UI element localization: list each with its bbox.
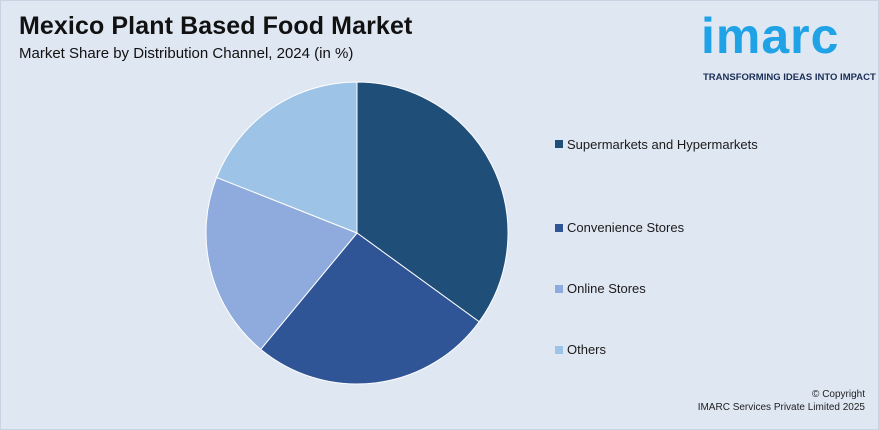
legend-item-others: Others bbox=[555, 319, 758, 380]
logo-tagline: TRANSFORMING IDEAS INTO IMPACT bbox=[703, 72, 876, 83]
legend-swatch bbox=[555, 140, 563, 148]
pie-slice-online-stores bbox=[205, 176, 358, 351]
pie-slice-convenience-stores bbox=[260, 232, 480, 385]
copyright-company: IMARC Services Private Limited 2025 bbox=[697, 402, 865, 413]
legend-swatch bbox=[555, 223, 563, 232]
pie-slice-supermarkets bbox=[356, 81, 509, 323]
legend-swatch bbox=[555, 345, 563, 354]
legend-item-convenience-stores: Convenience Stores bbox=[555, 197, 758, 258]
legend-label: Supermarkets and Hypermarkets bbox=[567, 136, 758, 152]
legend-label: Others bbox=[567, 342, 607, 357]
imarc-logo: imarc TRANSFORMING IDEAS INTO IMPACT bbox=[701, 8, 876, 86]
legend-item-supermarkets: Supermarkets and Hypermarkets bbox=[555, 136, 758, 152]
legend-label: Online Stores bbox=[567, 281, 646, 296]
pie-slice-others bbox=[215, 81, 358, 234]
legend-label: Convenience Stores bbox=[567, 220, 685, 235]
chart-legend: Supermarkets and Hypermarkets Convenienc… bbox=[555, 136, 758, 380]
legend-swatch bbox=[555, 284, 563, 293]
copyright-line: © Copyright bbox=[812, 389, 865, 400]
legend-item-online-stores: Online Stores bbox=[555, 258, 758, 319]
chart-subtitle: Market Share by Distribution Channel, 20… bbox=[19, 45, 354, 62]
logo-wordmark: imarc bbox=[701, 8, 840, 64]
copyright-notice: © Copyright IMARC Services Private Limit… bbox=[698, 388, 865, 414]
chart-title: Mexico Plant Based Food Market bbox=[19, 12, 413, 40]
